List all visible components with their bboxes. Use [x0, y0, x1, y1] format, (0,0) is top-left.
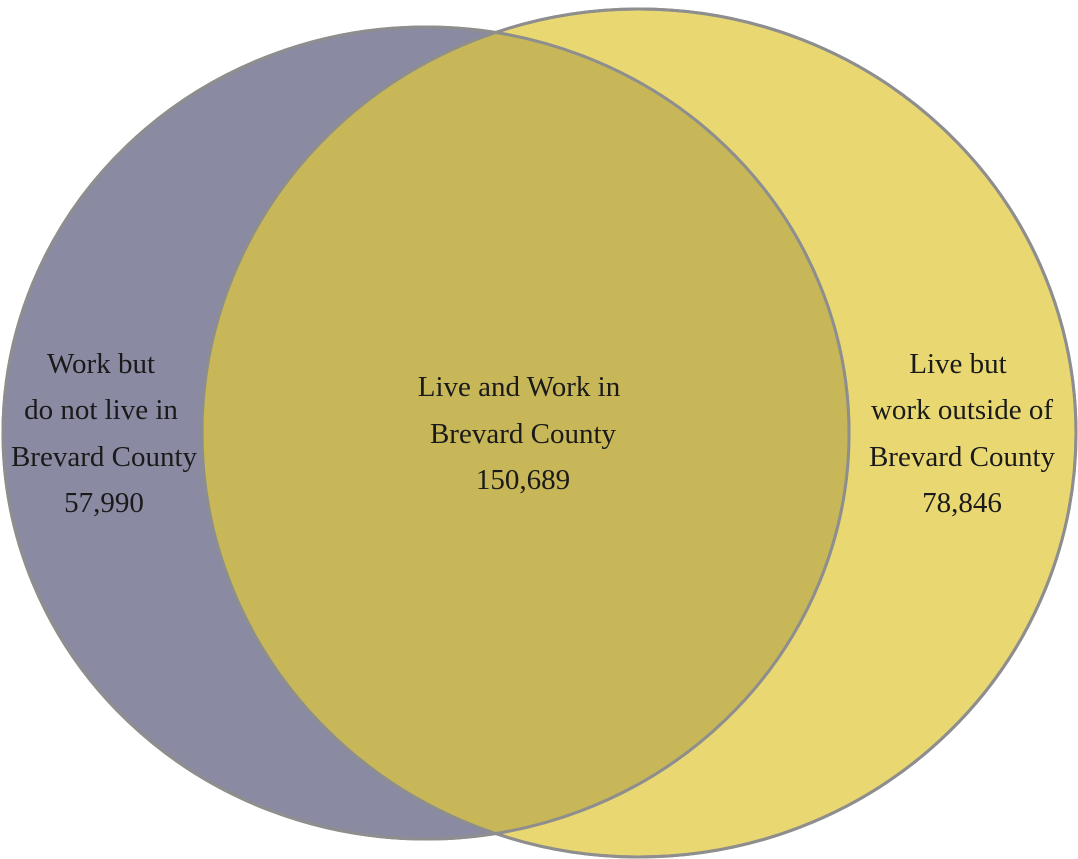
overlap-region [202, 27, 849, 839]
left-circle-outline [1, 25, 851, 841]
right-label-line3: Brevard County [869, 441, 1056, 473]
right-circle-outline [200, 7, 1078, 859]
left-label-line3: Brevard County [11, 441, 198, 473]
center-region-label: Live and Work in Brevard County 150,689 [418, 371, 621, 496]
right-region-label: Live but work outside of Brevard County … [869, 348, 1056, 519]
center-label-line1: Live and Work in [418, 371, 621, 403]
right-label-line2: work outside of [871, 394, 1053, 426]
left-label-line1: Work but [47, 348, 155, 380]
left-label-line2: do not live in [24, 394, 178, 426]
left-count: 57,990 [64, 487, 144, 519]
right-label-line1: Live but [909, 348, 1006, 380]
left-region-label: Work but do not live in Brevard County 5… [11, 348, 198, 519]
center-count: 150,689 [476, 464, 570, 496]
center-label-line2: Brevard County [430, 418, 617, 450]
right-count: 78,846 [922, 487, 1002, 519]
